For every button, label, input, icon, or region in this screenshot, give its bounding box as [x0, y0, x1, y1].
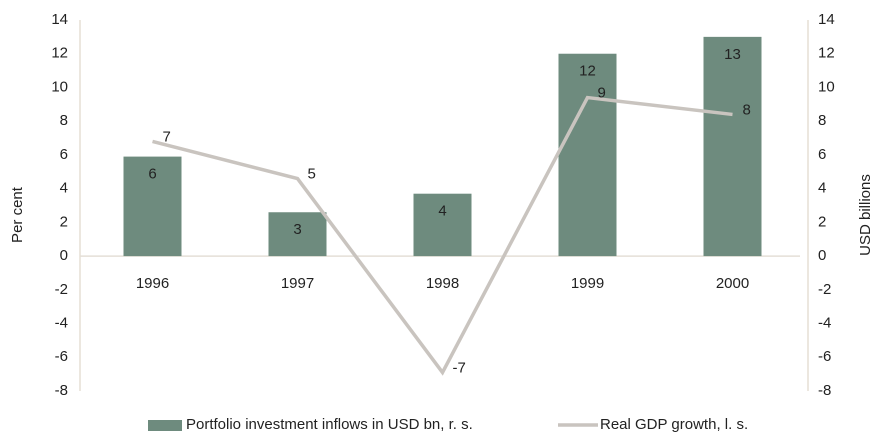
y-tick-label: 12	[51, 45, 68, 62]
line	[152, 95, 733, 376]
legend-swatch	[148, 420, 182, 431]
y-tick-label: -6	[55, 348, 68, 365]
line-value-label: 8	[743, 101, 751, 118]
y-tick-label: 6	[60, 146, 68, 163]
y2-tick-label: -2	[818, 281, 831, 298]
bar-value-label: 13	[724, 46, 741, 63]
y2-tick-label: 14	[818, 11, 835, 28]
line-value-label: -7	[453, 359, 466, 376]
x-tick-label: 1999	[571, 275, 604, 292]
line-value-label: 7	[163, 128, 171, 145]
bar	[558, 53, 617, 257]
y2-tick-label: -8	[818, 382, 831, 399]
y-tick-label: -4	[55, 315, 68, 332]
bar-value-label: 3	[293, 221, 301, 238]
x-tick-label: 2000	[716, 275, 749, 292]
line-value-label: 9	[598, 85, 606, 102]
x-tick-label: 1998	[426, 275, 459, 292]
bar-value-label: 6	[148, 166, 156, 183]
x-tick-label: 1996	[136, 275, 169, 292]
y-tick-label: 14	[51, 11, 68, 28]
y-tick-label: 4	[60, 180, 68, 197]
bar	[703, 36, 762, 257]
y-tick-label: -2	[55, 281, 68, 298]
y2-tick-label: 4	[818, 180, 826, 197]
bar	[123, 156, 182, 257]
y2-tick-label: 12	[818, 45, 835, 62]
y2-tick-label: 2	[818, 213, 826, 230]
y2-tick-label: 10	[818, 78, 835, 95]
legend-label: Portfolio investment inflows in USD bn, …	[186, 416, 473, 433]
y2-tick-label: -6	[818, 348, 831, 365]
y-axis-title: Per cent	[9, 186, 26, 243]
y-tick-label: 2	[60, 213, 68, 230]
y2-axis-title: USD billions	[857, 174, 874, 256]
y2-tick-label: 6	[818, 146, 826, 163]
legend-label: Real GDP growth, l. s.	[600, 416, 748, 433]
y2-tick-label: -4	[818, 315, 831, 332]
y-tick-label: 0	[60, 247, 68, 264]
y-tick-label: 10	[51, 78, 68, 95]
bar	[268, 212, 327, 257]
y-tick-label: -8	[55, 382, 68, 399]
line-value-label: 5	[308, 165, 316, 182]
bar-value-label: 12	[579, 63, 596, 80]
bar-value-label: 4	[438, 203, 446, 220]
bar	[413, 193, 472, 257]
y2-tick-label: 0	[818, 247, 826, 264]
y-tick-label: 8	[60, 112, 68, 129]
x-tick-label: 1997	[281, 275, 314, 292]
y2-tick-label: 8	[818, 112, 826, 129]
